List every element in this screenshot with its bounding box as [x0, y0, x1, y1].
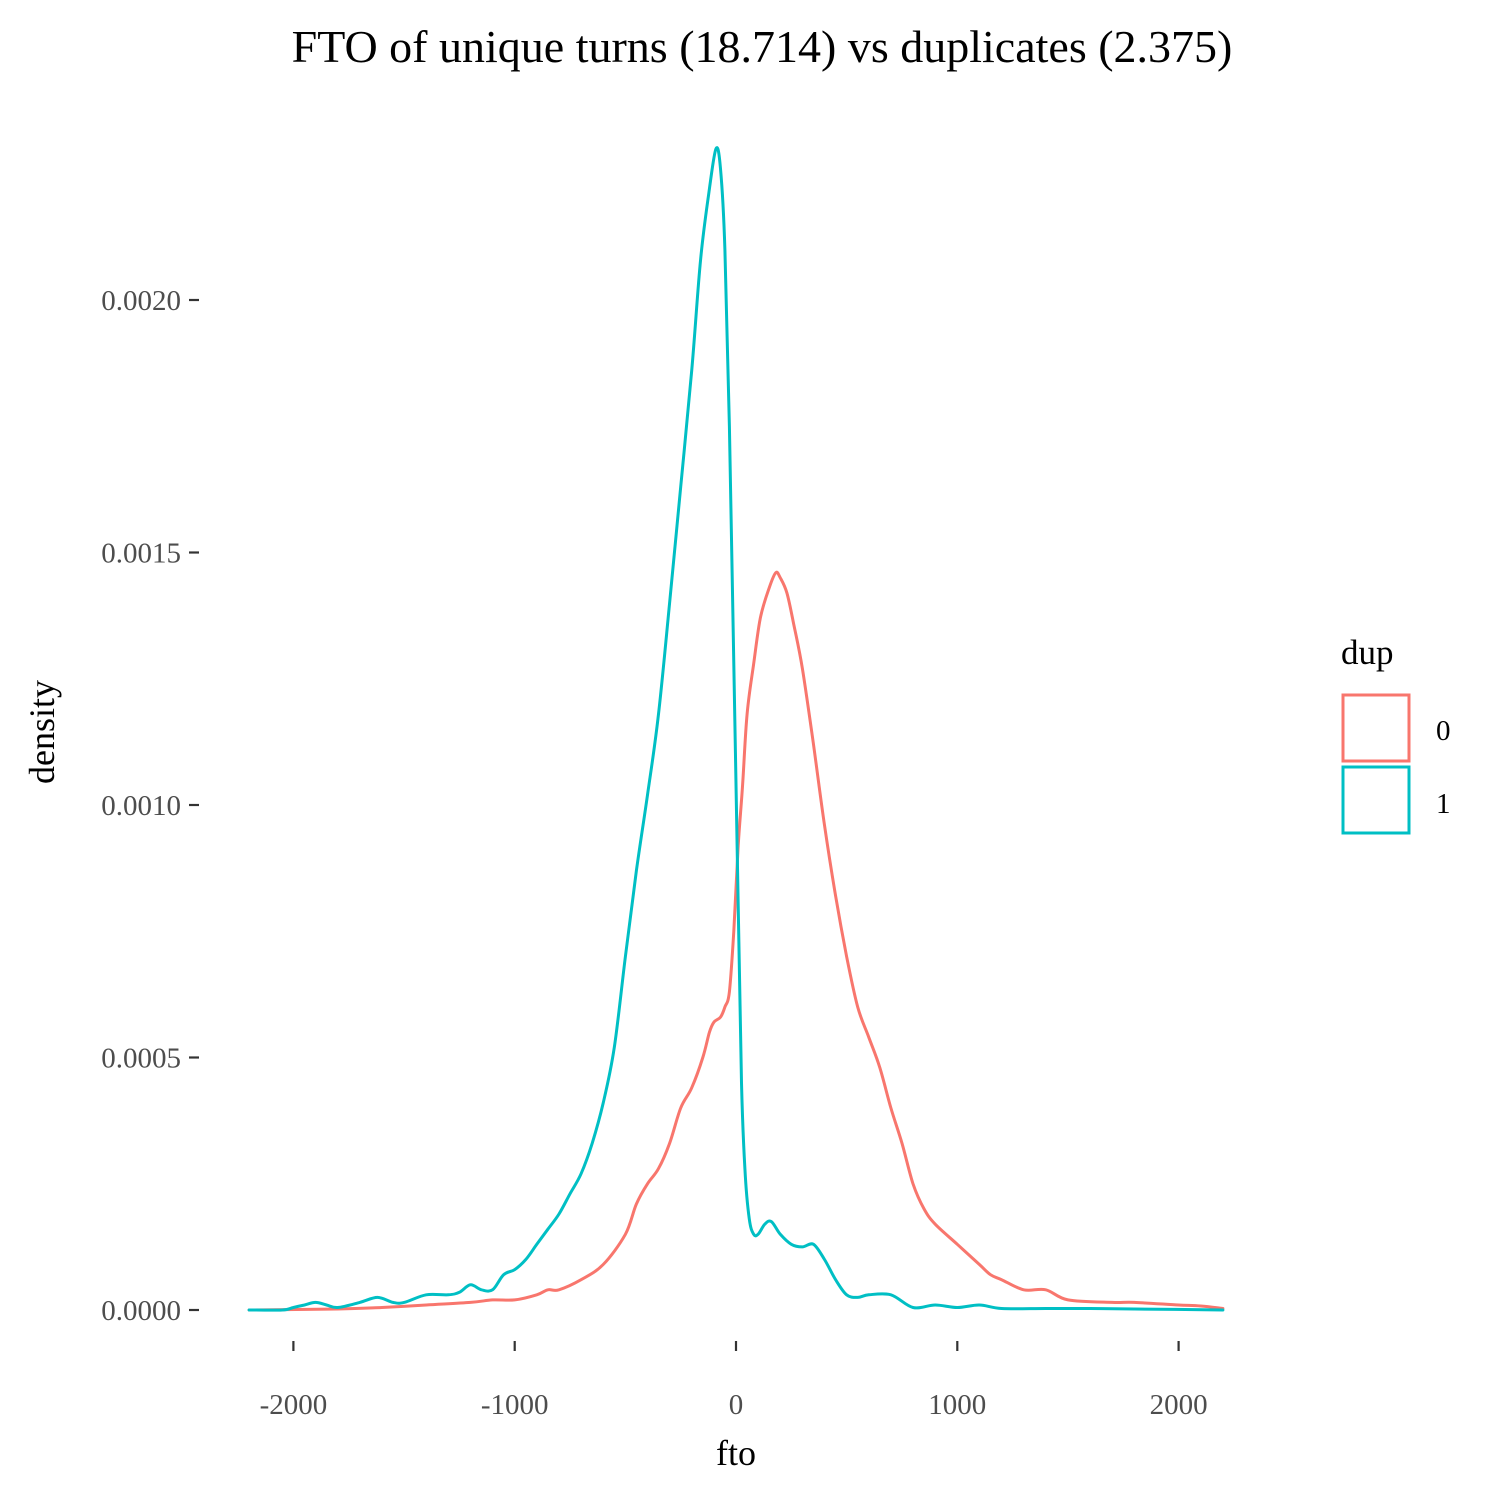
- y-tick-label: 0.0000: [101, 1295, 181, 1327]
- legend: dup 0 1: [1341, 633, 1451, 835]
- x-tick-label: 1000: [928, 1389, 986, 1421]
- y-axis: 0.0000 0.0005 0.0010 0.0015 0.0020: [101, 285, 199, 1327]
- legend-label-0: 0: [1436, 715, 1451, 747]
- y-tick-label: 0.0005: [101, 1043, 181, 1075]
- y-tick-label: 0.0010: [101, 790, 181, 822]
- y-tick-label: 0.0020: [101, 285, 181, 317]
- density-line-dup-0: [247, 570, 1225, 1312]
- legend-title: dup: [1341, 633, 1394, 672]
- x-tick-label: 2000: [1150, 1389, 1208, 1421]
- legend-key-1: [1341, 765, 1411, 835]
- x-tick-label: -1000: [481, 1389, 549, 1421]
- x-tick-label: -2000: [260, 1389, 328, 1421]
- legend-label-1: 1: [1436, 788, 1451, 820]
- density-line-dup-1: [247, 146, 1225, 1312]
- y-axis-title: density: [22, 680, 62, 784]
- legend-key-0: [1341, 693, 1411, 763]
- plot-lines: [247, 146, 1225, 1312]
- x-tick-label: 0: [729, 1389, 744, 1421]
- chart-title: FTO of unique turns (18.714) vs duplicat…: [292, 21, 1233, 72]
- y-tick-label: 0.0015: [101, 538, 181, 570]
- x-axis: -2000 -1000 0 1000 2000: [260, 1341, 1208, 1421]
- x-axis-title: fto: [716, 1433, 756, 1473]
